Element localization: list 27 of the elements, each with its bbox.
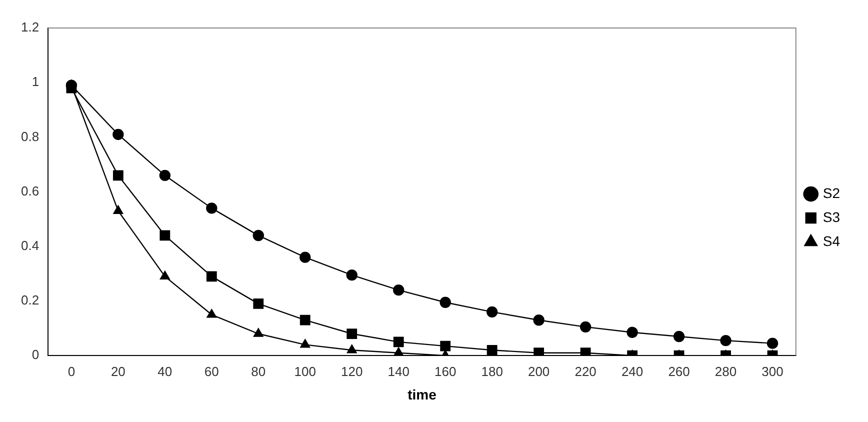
x-tick-label: 240: [621, 364, 644, 379]
legend-label: S2: [822, 184, 840, 201]
x-tick-label: 280: [714, 364, 737, 379]
x-tick-label: 160: [434, 364, 456, 379]
x-tick-label: 40: [158, 364, 172, 379]
legend-label: S4: [822, 232, 840, 249]
x-tick-label: 120: [341, 364, 363, 379]
x-tick-label: 20: [110, 364, 126, 379]
y-tick-label: 1.2: [20, 20, 40, 35]
x-tick-label: 80: [251, 364, 266, 379]
x-tick-label: 60: [204, 364, 219, 379]
y-tick-label: 0.8: [20, 128, 40, 144]
legend-label: S3: [822, 208, 840, 225]
y-tick-label: 0.2: [20, 292, 40, 308]
x-tick-label: 220: [574, 364, 596, 379]
y-tick-label: 0.6: [20, 183, 40, 198]
x-axis-title: time: [408, 386, 437, 402]
x-tick-label: 300: [762, 364, 784, 379]
x-tick-label: 0: [68, 364, 76, 379]
x-tick-label: 260: [668, 364, 690, 379]
x-tick-label: 180: [481, 364, 503, 379]
y-tick-label: 1: [32, 74, 40, 90]
x-tick-label: 140: [388, 364, 410, 379]
y-tick-label: 0.4: [20, 238, 40, 253]
y-tick-label: 0: [32, 347, 40, 362]
x-tick-label: 200: [528, 364, 550, 379]
x-tick-label: 100: [294, 364, 316, 379]
